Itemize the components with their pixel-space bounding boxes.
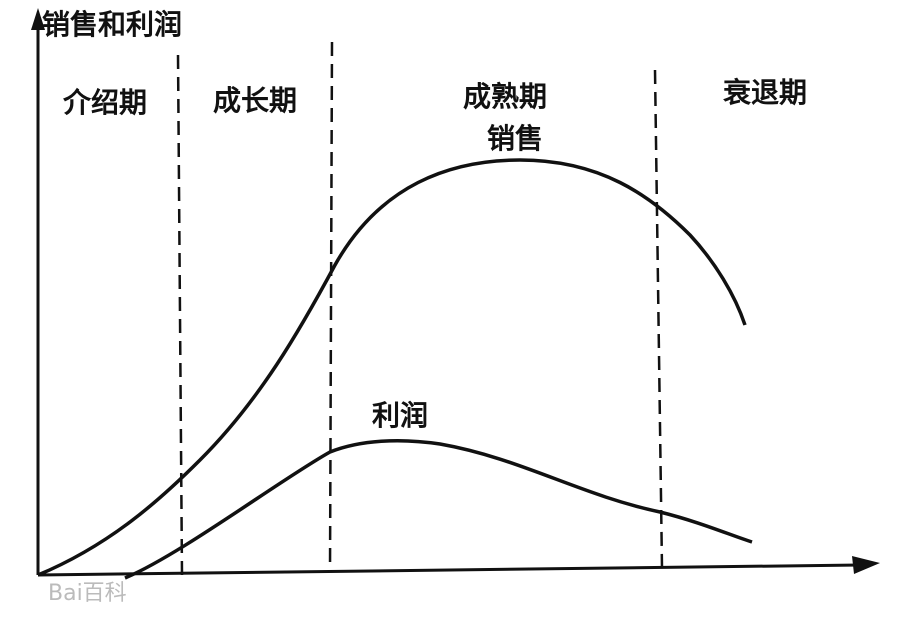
axis-label: 销售和利润 (42, 8, 182, 41)
stage-label: 成熟期 (463, 80, 547, 113)
watermark: Bai百科 (48, 581, 127, 606)
stage-divider (653, 69, 664, 569)
stage-label: 衰退期 (723, 76, 807, 109)
sales-curve (37, 158, 747, 577)
stage-label: 介绍期 (62, 86, 147, 119)
curve-label: 销售 (487, 122, 543, 155)
y-axis-arrow (31, 8, 45, 30)
profit-curve (124, 438, 753, 580)
x-axis (37, 563, 861, 577)
stage-divider (328, 41, 334, 573)
stage-label: 成长期 (213, 84, 297, 117)
x-axis-arrow (852, 556, 880, 574)
curve-label: 利润 (372, 399, 428, 432)
